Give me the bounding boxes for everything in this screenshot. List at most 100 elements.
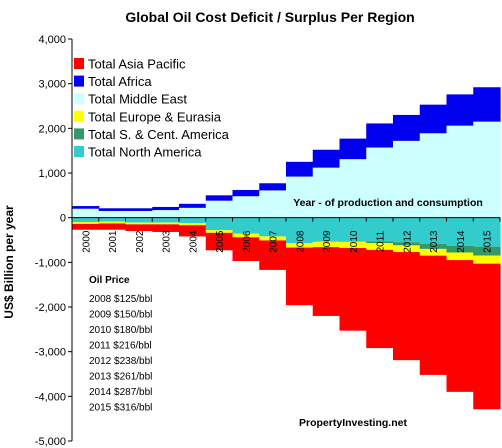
legend-swatch xyxy=(74,93,84,105)
x-tick-label: 2006 xyxy=(242,230,253,253)
bar-total-africa-2005 xyxy=(205,195,234,201)
bar-total-asia-pacific-2002 xyxy=(125,224,153,232)
y-tick-label: -5,000 xyxy=(35,436,66,448)
bar-total-asia-pacific-2011 xyxy=(366,249,394,349)
legend-label: Total North America xyxy=(88,145,202,160)
oil-price-box: Oil Price 2008 $125/bbl 2009 $150/bbl 2010 … xyxy=(89,275,152,414)
bar-total-s-cent-america-2012 xyxy=(393,242,421,246)
bar-total-asia-pacific-2000 xyxy=(72,223,100,230)
bar-total-africa-2003 xyxy=(152,206,180,211)
bar-total-africa-2012 xyxy=(393,114,421,141)
y-tick-label: 3,000 xyxy=(38,79,66,91)
bar-total-europe-eurasia-2006 xyxy=(232,233,260,238)
bar-total-europe-eurasia-2002 xyxy=(125,222,153,225)
oil-price-entry: 2008 $125/bbl xyxy=(89,294,152,305)
axes: 4,000 3,000 2,000 1,000 0 -1,000 -2,000 -3,000 -… xyxy=(35,34,501,448)
bar-total-asia-pacific-2003 xyxy=(152,224,180,232)
bar-total-asia-pacific-2007 xyxy=(259,240,287,270)
legend-swatch xyxy=(74,58,84,69)
x-tick-label: 2003 xyxy=(162,230,173,253)
bar-total-europe-eurasia-2001 xyxy=(98,221,127,224)
bar-total-europe-eurasia-2009 xyxy=(312,241,341,248)
watermark-text: PropertyInvesting.net xyxy=(299,417,407,429)
x-tick-label: 2001 xyxy=(108,230,119,253)
x-tick-label: 2000 xyxy=(81,230,92,253)
bar-total-africa-2002 xyxy=(125,208,153,211)
y-tick-label: -1,000 xyxy=(35,257,66,269)
bar-total-asia-pacific-2010 xyxy=(339,248,367,331)
bar-total-europe-eurasia-2011 xyxy=(366,243,394,250)
bar-total-africa-2004 xyxy=(179,203,207,208)
bar-total-north-america-2012 xyxy=(393,217,421,243)
bar-total-asia-pacific-2013 xyxy=(419,255,448,375)
bar-total-africa-2009 xyxy=(312,149,341,168)
bar-total-africa-2008 xyxy=(286,161,314,177)
bar-total-north-america-2007 xyxy=(259,217,287,237)
bar-total-africa-2013 xyxy=(419,104,448,134)
bar-total-north-america-2006 xyxy=(232,217,260,234)
legend-label: Total S. & Cent. America xyxy=(88,127,230,142)
bar-total-asia-pacific-2009 xyxy=(312,247,341,316)
oil-price-heading: Oil Price xyxy=(89,275,130,286)
bars-layer xyxy=(72,87,501,410)
bar-total-middle-east-2010 xyxy=(339,159,367,218)
bar-total-north-america-2002 xyxy=(125,217,153,223)
bar-total-europe-eurasia-2015 xyxy=(473,255,501,264)
bar-total-middle-east-2005 xyxy=(205,200,234,218)
legend-swatch xyxy=(74,75,84,87)
bar-total-middle-east-2000 xyxy=(72,208,100,218)
x-tick-label: 2014 xyxy=(456,230,467,253)
bar-total-europe-eurasia-2012 xyxy=(393,245,421,253)
bar-total-middle-east-2002 xyxy=(125,210,153,218)
legend: Total Asia Pacific Total Africa Total Midd… xyxy=(74,57,230,160)
bar-total-north-america-2004 xyxy=(179,217,207,224)
bar-total-europe-eurasia-2008 xyxy=(286,243,314,248)
bar-total-asia-pacific-2004 xyxy=(179,225,207,237)
bar-total-s-cent-america-2015 xyxy=(473,246,501,256)
bar-total-s-cent-america-2010 xyxy=(339,241,367,242)
x-tick-label: 2012 xyxy=(402,230,413,253)
bar-total-africa-2011 xyxy=(366,123,394,148)
bar-total-africa-2000 xyxy=(72,206,100,209)
bar-total-asia-pacific-2015 xyxy=(473,263,501,410)
bar-total-africa-2014 xyxy=(446,94,474,126)
bar-total-north-america-2010 xyxy=(339,217,367,242)
bar-total-africa-2010 xyxy=(339,138,367,160)
bar-total-asia-pacific-2008 xyxy=(286,247,314,306)
bar-total-north-america-2003 xyxy=(152,217,180,223)
bar-total-africa-2007 xyxy=(259,183,287,191)
bar-total-middle-east-2007 xyxy=(259,190,287,218)
bar-total-middle-east-2012 xyxy=(393,140,421,218)
x-tick-label: 2010 xyxy=(349,230,360,253)
y-tick-label: 2,000 xyxy=(38,123,66,135)
bar-total-middle-east-2009 xyxy=(312,167,341,218)
bar-total-middle-east-2004 xyxy=(179,207,207,218)
bar-total-north-america-2013 xyxy=(419,217,448,245)
x-tick-label: 2002 xyxy=(135,230,146,253)
bar-total-north-america-2014 xyxy=(446,217,474,246)
oil-price-entry: 2012 $238/bbl xyxy=(89,356,152,367)
y-tick-label: 4,000 xyxy=(38,34,66,46)
legend-label: Total Africa xyxy=(88,74,152,89)
y-tick-label: -3,000 xyxy=(35,347,66,359)
bar-total-middle-east-2008 xyxy=(286,176,314,218)
legend-label: Total Europe & Eurasia xyxy=(88,109,222,124)
oil-price-entry: 2009 $150/bbl xyxy=(89,310,152,321)
bar-total-north-america-2005 xyxy=(205,217,234,231)
bar-total-middle-east-2003 xyxy=(152,210,180,218)
oil-price-entry: 2015 $316/bbl xyxy=(89,403,152,414)
y-tick-label: -4,000 xyxy=(35,391,66,403)
bar-total-middle-east-2014 xyxy=(446,125,474,218)
bar-total-africa-2001 xyxy=(98,208,127,211)
x-tick-label: 2008 xyxy=(295,230,306,253)
bar-total-north-america-2015 xyxy=(473,217,501,247)
bar-total-africa-2006 xyxy=(232,189,260,197)
y-axis-label: US$ Billion per year xyxy=(2,205,16,319)
bar-total-middle-east-2011 xyxy=(366,147,394,218)
bar-total-europe-eurasia-2000 xyxy=(72,222,100,224)
y-tick-label: 1,000 xyxy=(38,168,66,180)
chart-title: Global Oil Cost Deficit / Surplus Per Re… xyxy=(125,9,414,25)
x-tick-label: 2005 xyxy=(215,230,226,253)
bar-total-asia-pacific-2006 xyxy=(232,237,260,261)
y-tick-label: -2,000 xyxy=(35,302,66,314)
